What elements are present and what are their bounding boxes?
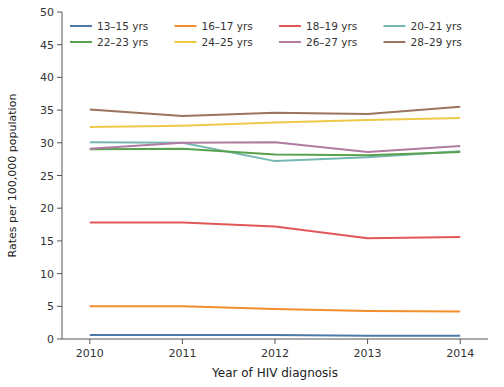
legend-swatch — [384, 41, 406, 43]
axes: 2010 2011 2012 2013 2014 0 5 10 15 20 25 30 35 40 45 50 — [40, 6, 488, 360]
legend-label: 24–25 yrs — [202, 36, 253, 48]
chart: 2010 2011 2012 2013 2014 0 5 10 15 20 25 30 35 40 45 50… — [0, 0, 504, 387]
x-tick-label: 2013 — [354, 347, 382, 360]
y-tick-label: 15 — [40, 235, 54, 248]
y-tick-label: 0 — [47, 333, 54, 346]
x-tick-label: 2011 — [168, 347, 196, 360]
y-tick — [57, 273, 62, 274]
legend-swatch — [175, 25, 197, 27]
y-tick — [57, 175, 62, 176]
legend-swatch — [70, 25, 92, 27]
y-tick-label: 50 — [40, 6, 54, 19]
legend: 13–15 yrs 16–17 yrs 18–19 yrs 20–21 yrs 22–2… — [70, 20, 462, 48]
legend-label: 22–23 yrs — [97, 36, 148, 48]
y-tick — [57, 208, 62, 209]
y-tick-label: 25 — [40, 170, 54, 183]
y-tick — [57, 77, 62, 78]
legend-label: 18–19 yrs — [306, 20, 357, 32]
legend-swatch — [279, 41, 301, 43]
background — [0, 0, 504, 387]
series-line — [90, 306, 460, 311]
legend-label: 13–15 yrs — [97, 20, 148, 32]
y-tick-label: 40 — [40, 71, 54, 84]
legend-swatch — [384, 25, 406, 27]
y-tick-label: 5 — [47, 300, 54, 313]
y-tick — [57, 240, 62, 241]
y-tick — [57, 142, 62, 143]
series-line — [90, 334, 460, 337]
legend-label: 28–29 yrs — [411, 36, 462, 48]
y-axis-label: Rates per 100,000 population — [6, 94, 19, 258]
x-tick — [89, 339, 90, 344]
series-line — [90, 107, 460, 116]
lines — [90, 107, 460, 336]
y-tick — [57, 306, 62, 307]
series-line — [90, 118, 460, 127]
legend-label: 26–27 yrs — [306, 36, 357, 48]
y-tick-label: 20 — [40, 202, 54, 215]
legend-swatch — [70, 41, 92, 43]
x-tick — [460, 339, 461, 344]
series-line — [90, 142, 460, 152]
y-tick-label: 35 — [40, 104, 54, 117]
y-tick-label: 30 — [40, 137, 54, 150]
x-tick — [367, 339, 368, 344]
x-tick-label: 2010 — [76, 347, 104, 360]
y-tick — [57, 12, 62, 13]
x-tick-label: 2012 — [261, 347, 289, 360]
y-tick-label: 45 — [40, 39, 54, 52]
y-tick-label: 10 — [40, 268, 54, 281]
series-line — [90, 223, 460, 239]
legend-label: 16–17 yrs — [202, 20, 253, 32]
x-tick — [182, 339, 183, 344]
y-tick — [57, 110, 62, 111]
legend-label: 20–21 yrs — [411, 20, 462, 32]
legend-swatch — [279, 25, 301, 27]
x-tick — [275, 339, 276, 344]
x-tick-label: 2014 — [446, 347, 474, 360]
x-axis-label: Year of HIV diagnosis — [211, 366, 338, 380]
legend-swatch — [175, 41, 197, 43]
series-line — [90, 142, 460, 161]
y-tick — [57, 339, 62, 340]
y-tick — [57, 44, 62, 45]
